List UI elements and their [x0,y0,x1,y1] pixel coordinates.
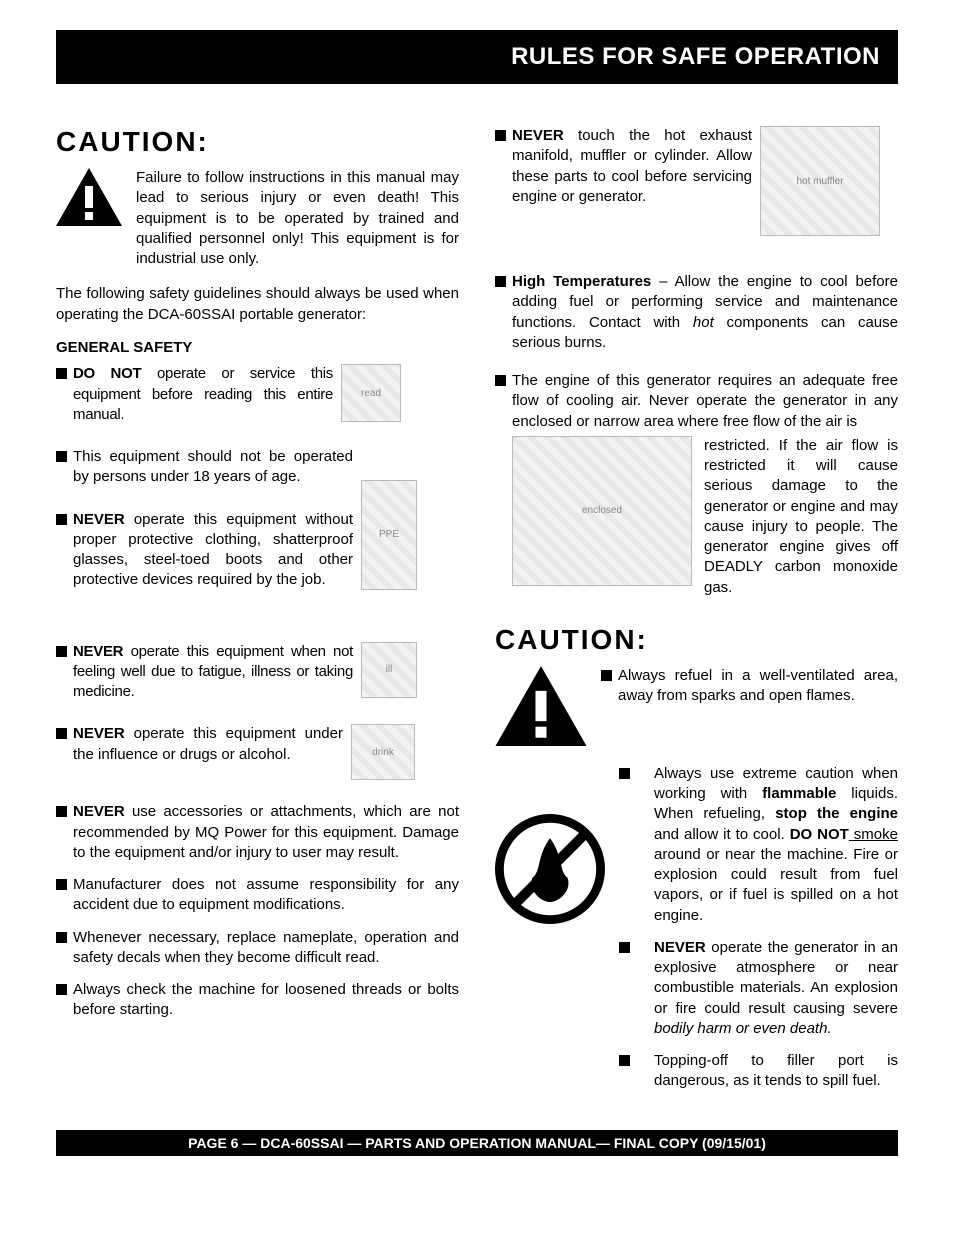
bullet-text: Always check the machine for loosened th… [73,980,459,1021]
text: restricted. If the air flow is restricte… [704,436,898,598]
bullet-row: Whenever necessary, replace nameplate, o… [56,928,459,969]
bullet-text: High Temperatures – Allow the engine to … [512,272,898,353]
bullet-row: NEVER operate this equipment without pro… [56,510,459,620]
intro-text: The following safety guidelines should a… [56,283,459,325]
warning-triangle-icon [495,666,587,746]
bold-text: stop the engine [775,805,898,822]
bullet-square-icon [56,514,67,525]
bullet-square-icon [56,728,67,739]
bullet-square-icon [56,646,67,657]
bullet-row: Always check the machine for loosened th… [56,980,459,1021]
bullet-row: Always use extreme caution when working … [619,764,898,926]
bullet-square-icon [56,879,67,890]
text: use accessories or attachments, which ar… [73,803,459,861]
bullet-row: Topping-off to filler port is dangerous,… [619,1051,898,1092]
bullet-row: Always refuel in a well-ventilated area,… [601,666,898,707]
bullet-square-icon [495,375,506,386]
caution-block: Always refuel in a well-ventilated area,… [495,666,898,746]
bold-text: flammable [762,785,836,802]
bullet-square-icon [56,806,67,817]
bullet-square-icon [56,932,67,943]
bullet-row: High Temperatures – Allow the engine to … [495,272,898,353]
bullet-square-icon [495,130,506,141]
bullet-square-icon [619,1055,630,1066]
bold-text: NEVER [73,643,123,660]
bullet-square-icon [56,368,67,379]
general-safety-label: GENERAL SAFETY [56,339,459,356]
bullet-text: Always refuel in a well-ventilated area,… [618,666,898,707]
underline-text: smoke [849,826,898,843]
bullet-square-icon [601,670,612,681]
caution-text: Failure to follow instructions in this m… [136,168,459,269]
no-flame-section: Always use extreme caution when working … [495,764,898,1104]
footer-bar: PAGE 6 — DCA-60SSAI — PARTS AND OPERATIO… [56,1130,898,1156]
bullet-text: NEVER operate the generator in an explos… [654,938,898,1039]
left-column: CAUTION: Failure to follow instructions … [56,126,459,1104]
text: The engine of this generator requires an… [512,372,898,430]
header-bar: RULES FOR SAFE OPERATION [56,30,898,84]
bullet-row: DO NOT operate or service this equipment… [56,364,459,425]
bullet-row: Manufacturer does not assume responsibil… [56,875,459,916]
bullet-row: NEVER operate this equipment when not fe… [56,642,459,703]
hot-muffler-icon: hot muffler [760,126,880,236]
bullet-text: NEVER operate this equipment under the i… [73,724,343,765]
bullet-text: The engine of this generator requires an… [512,371,898,598]
bullet-row: NEVER operate the generator in an explos… [619,938,898,1039]
bold-text: NEVER [73,803,125,820]
caution-heading: CAUTION: [495,624,898,656]
enclosed-space-icon: enclosed [512,436,692,586]
bullet-text: Topping-off to filler port is dangerous,… [654,1051,898,1092]
bullet-square-icon [56,984,67,995]
bullet-text: Always use extreme caution when working … [654,764,898,926]
bullet-row: NEVER use accessories or attachments, wh… [56,802,459,863]
bullet-square-icon [619,768,630,779]
bullet-text: NEVER operate this equipment when not fe… [73,642,353,703]
caution-block: Failure to follow instructions in this m… [56,168,459,269]
bullet-text: NEVER use accessories or attachments, wh… [73,802,459,863]
right-column: NEVER touch the hot exhaust manifold, mu… [495,126,898,1104]
bold-text: DO NOT [790,826,849,843]
bold-text: NEVER [73,511,125,528]
reading-manual-icon: read [341,364,401,422]
bullet-square-icon [56,451,67,462]
bullet-text: Whenever necessary, replace nameplate, o… [73,928,459,969]
fatigue-icon: ill [361,642,417,698]
bullet-text: Manufacturer does not assume responsibil… [73,875,459,916]
ppe-worker-icon: PPE [361,480,417,590]
text: around or near the machine. Fire or expl… [654,846,898,924]
bullet-square-icon [619,942,630,953]
bullet-row: NEVER operate this equipment under the i… [56,724,459,780]
no-flame-bullets: Always use extreme caution when working … [619,764,898,1104]
footer-text: PAGE 6 — DCA-60SSAI — PARTS AND OPERATIO… [188,1135,766,1151]
bold-text: NEVER [512,127,564,144]
bullet-square-icon [495,276,506,287]
bullet-text: DO NOT operate or service this equipment… [73,364,333,425]
italic-text: bodily harm or even death. [654,1020,832,1037]
bold-text: NEVER [73,725,125,742]
bold-text: DO NOT [73,365,141,382]
bullet-text: NEVER operate this equipment without pro… [73,510,353,591]
header-title: RULES FOR SAFE OPERATION [511,43,880,71]
italic-text: hot [693,314,714,331]
bullet-row: NEVER touch the hot exhaust manifold, mu… [495,126,898,236]
bullet-text: NEVER touch the hot exhaust manifold, mu… [512,126,752,207]
bullet-row: The engine of this generator requires an… [495,371,898,598]
content-columns: CAUTION: Failure to follow instructions … [56,126,898,1104]
alcohol-icon: drink [351,724,415,780]
no-flame-icon [495,814,605,924]
warning-triangle-icon [56,168,122,226]
caution-heading: CAUTION: [56,126,459,158]
text: and allow it to cool. [654,826,790,843]
bullet-text: This equipment should not be operated by… [73,447,353,488]
bold-text: High Temperatures [512,273,651,290]
bold-text: NEVER [654,939,706,956]
